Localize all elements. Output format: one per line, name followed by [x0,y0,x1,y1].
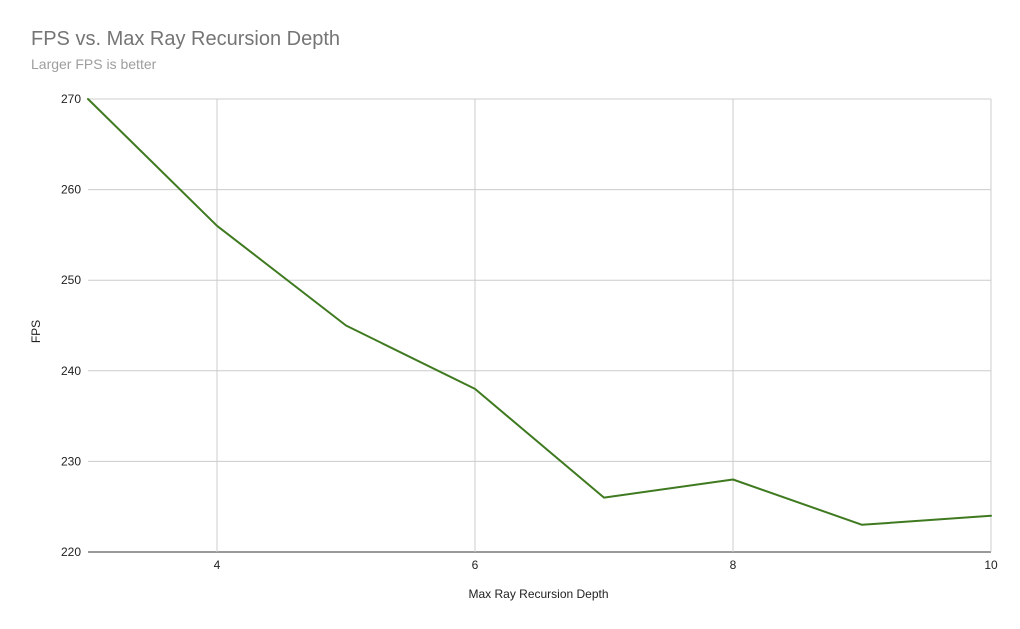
x-tick-label: 6 [472,558,479,572]
y-tick-label: 230 [61,454,81,468]
series-layer [87,98,992,526]
x-tick-label: 10 [984,558,998,572]
x-tick-label: 8 [730,558,737,572]
grid-lines [88,98,992,553]
x-tick-label: 4 [214,558,221,572]
chart-title: FPS vs. Max Ray Recursion Depth [31,28,340,50]
y-tick-label: 240 [61,364,81,378]
x-tick-labels: 4 6 8 10 [214,558,998,572]
y-tick-label: 260 [61,183,81,197]
x-axis-title: Max Ray Recursion Depth [468,587,608,601]
y-tick-labels: 220 230 240 250 260 270 [61,92,81,559]
y-tick-label: 220 [61,545,81,559]
chart-subtitle: Larger FPS is better [31,56,157,72]
series-line [87,98,992,526]
y-tick-label: 270 [61,92,81,106]
y-axis-title: FPS [29,320,43,343]
y-tick-label: 250 [61,273,81,287]
